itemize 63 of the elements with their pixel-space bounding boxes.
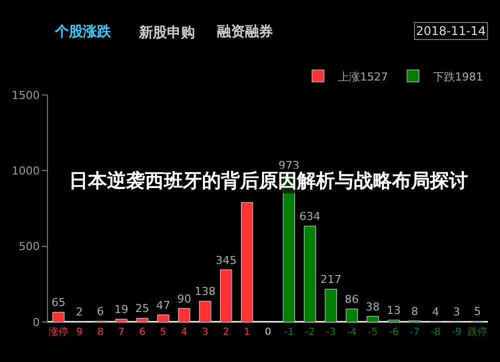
data-label: 5 (474, 305, 482, 318)
x-tick-label: -1 (284, 327, 294, 338)
y-tick-label: 1000 (12, 164, 40, 178)
x-tick-label: -9 (452, 327, 462, 338)
text: 融资融券 (217, 24, 273, 40)
bar (52, 312, 64, 322)
data-label: 2 (76, 306, 83, 319)
bar (366, 316, 379, 322)
x-tick-label: 0 (264, 327, 272, 338)
x-tick-label: 9 (76, 327, 83, 338)
text: 个股涨跌 (54, 24, 112, 40)
bar (178, 308, 190, 322)
bar (115, 318, 128, 322)
bar (324, 288, 337, 322)
x-tick-label: -6 (388, 327, 399, 338)
y-tick-label: 500 (18, 240, 40, 254)
x-tick-label: 跌停 (468, 326, 488, 338)
data-label: 38 (366, 300, 380, 314)
x-tick-label: 涨停 (48, 326, 68, 338)
bar (199, 300, 212, 322)
x-tick-label: 2 (222, 327, 230, 338)
x-tick-label: 7 (118, 327, 125, 338)
data-label: 86 (344, 292, 359, 306)
data-label: 4 (432, 305, 440, 318)
data-label: 90 (177, 292, 192, 306)
data-label: 138 (194, 285, 216, 298)
bar (346, 308, 358, 322)
x-tick-label: 3 (202, 327, 208, 338)
x-tick-label: 8 (97, 327, 104, 338)
x-tick-label: -3 (326, 327, 336, 338)
x-tick-label: 1 (244, 327, 250, 338)
x-tick-label: -2 (304, 327, 315, 338)
legend-label: 上涨1527 (338, 70, 388, 84)
data-label: 47 (156, 298, 170, 312)
x-tick-label: 6 (139, 327, 146, 338)
data-label: 8 (411, 304, 418, 318)
x-tick-label: -4 (346, 327, 357, 338)
bar (241, 202, 254, 322)
data-label: 6 (96, 305, 104, 318)
text: 2018-11-14 (416, 24, 486, 38)
data-label: 345 (216, 254, 237, 267)
x-tick-label: -7 (410, 327, 420, 338)
bar (220, 270, 232, 322)
bar (157, 314, 170, 322)
x-tick-label: 5 (160, 327, 166, 338)
data-label: 19 (114, 303, 128, 316)
data-label: 25 (135, 302, 150, 316)
x-tick-label: -5 (368, 327, 378, 338)
x-tick-label: 4 (181, 327, 188, 338)
data-label: 65 (51, 296, 66, 310)
legend-label: 下跌1981 (433, 70, 483, 84)
bar (304, 226, 316, 322)
text: 日本逆袭西班牙的背后原因解析与战略布局探讨 (69, 170, 468, 192)
data-label: 973 (278, 158, 300, 172)
y-tick-label: 1500 (12, 88, 40, 102)
data-label: 217 (320, 273, 342, 286)
text: 新股申购 (138, 24, 195, 41)
data-label: 634 (299, 210, 320, 224)
data-label: 13 (386, 304, 401, 318)
y-tick-label: 0 (32, 316, 40, 329)
x-tick-label: -8 (430, 327, 441, 338)
data-label: 3 (453, 306, 460, 319)
bar (136, 318, 148, 322)
